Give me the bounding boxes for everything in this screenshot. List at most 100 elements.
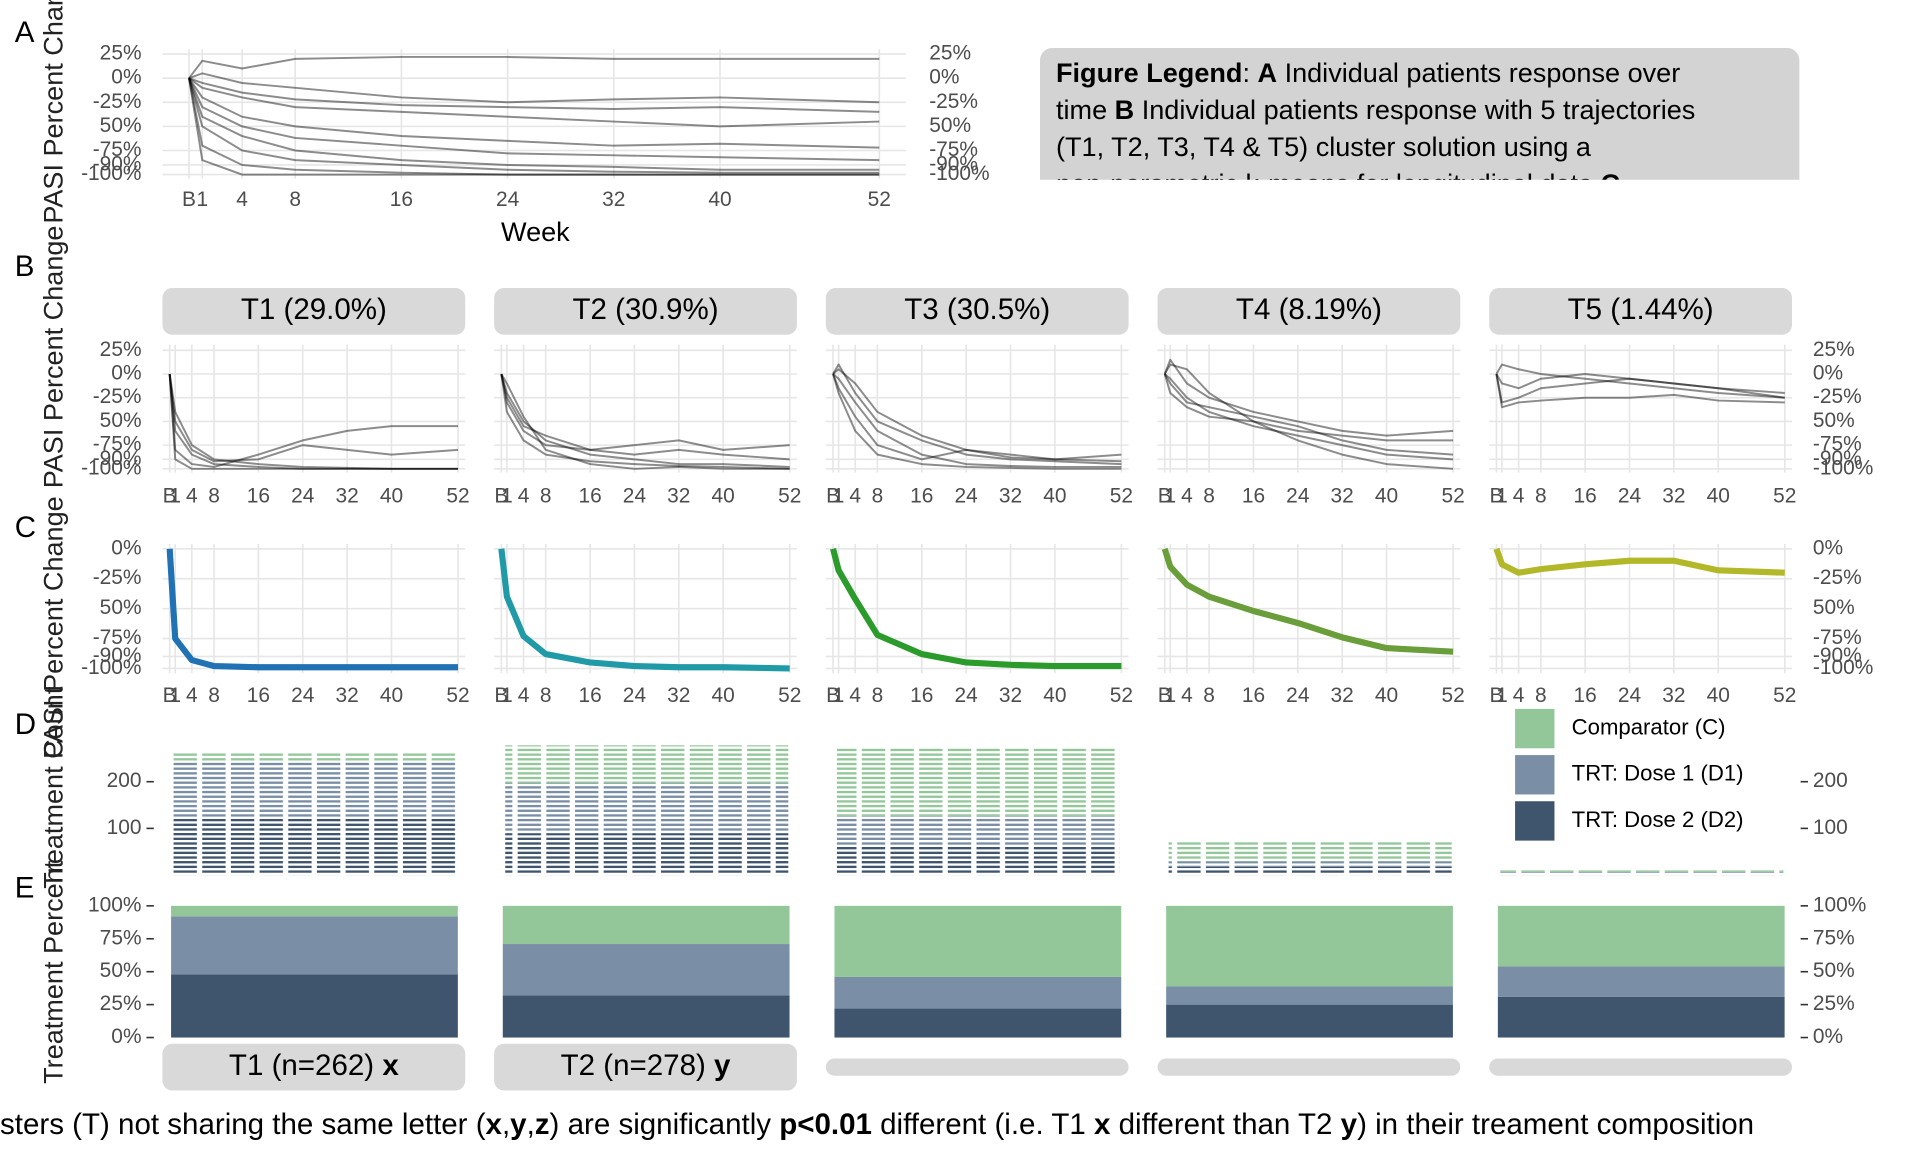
x-tick-label: 24 [623, 485, 647, 508]
x-tick-label: 8 [1535, 684, 1547, 707]
text-part: Individual patients response over [1277, 57, 1680, 88]
x-tick-label: B [494, 684, 508, 707]
patient-line [832, 363, 1122, 466]
strip-label: T2 (n=278) y [561, 1049, 731, 1082]
patient-line [500, 373, 790, 470]
y-tick-label-right: 50% [1813, 959, 1855, 982]
mean-trajectory [166, 548, 459, 671]
x-tick-label: 40 [380, 485, 403, 508]
x-tick-label: B [163, 684, 177, 707]
mean-trajectory [830, 548, 1122, 670]
bar-segment [505, 783, 789, 834]
rich-text: (T1, T2, T3, T4 & T5) cluster solution u… [1056, 131, 1592, 162]
bar-segment [502, 905, 790, 945]
x-tick-label: B [1489, 684, 1503, 707]
y-tick-label: 200 [107, 769, 142, 792]
x-tick-label: B [1489, 485, 1503, 508]
x-tick-label: 1 [169, 485, 181, 508]
y-tick-label: 75% [100, 926, 142, 949]
y-tick-label-right: -75% [1813, 433, 1862, 456]
x-tick-label: 16 [578, 684, 601, 707]
y-tick-label: 0% [111, 66, 141, 89]
x-tick-label: 24 [291, 684, 315, 707]
text-part: z [535, 1108, 550, 1141]
x-tick-label: 32 [1662, 485, 1685, 508]
patient-line [1163, 363, 1454, 470]
patient-line [168, 373, 459, 468]
y-tick-label: -75% [93, 626, 142, 649]
y-tick-label: -90% [93, 152, 142, 175]
strip-clipped [825, 1058, 1129, 1076]
bar-segment [171, 916, 458, 975]
x-tick-label: B [826, 684, 840, 707]
x-tick-label: 24 [955, 485, 979, 508]
x-tick-label: 16 [1242, 684, 1265, 707]
text-part: Individual patients response with 5 traj… [1134, 94, 1695, 125]
y-tick-label-right: 0% [1813, 1025, 1843, 1048]
x-tick-label: 8 [872, 485, 884, 508]
y-tick-label: 0% [111, 1025, 141, 1048]
x-tick-label: 32 [1331, 684, 1354, 707]
bar-segment [836, 746, 1120, 816]
y-axis-title: PASI Percent Change [38, 0, 69, 224]
patient-line [168, 373, 459, 470]
y-tick-label-right: -100% [1813, 656, 1873, 679]
x-tick-label: B [1158, 684, 1172, 707]
panel-label: E [15, 872, 35, 905]
patient-line [188, 77, 880, 171]
strip [494, 288, 797, 335]
y-tick-label-right: -90% [1813, 447, 1862, 470]
y-axis-title: Treatment Percent [38, 860, 69, 1084]
strip-letter: y [714, 1049, 731, 1082]
x-tick-label: 52 [1441, 684, 1464, 707]
x-tick-label: 1 [1164, 684, 1176, 707]
mean-trajectory [1161, 547, 1454, 655]
y-tick-label-right: -90% [929, 152, 978, 175]
x-tick-label: 24 [955, 684, 979, 707]
panel-label: D [15, 708, 36, 741]
legend-swatch [1515, 755, 1555, 795]
patient-line [1163, 373, 1454, 456]
bar-segment [173, 752, 457, 763]
x-tick-label: 1 [1496, 684, 1508, 707]
y-tick-label: -100% [81, 162, 141, 185]
x-tick-label: 16 [1574, 684, 1597, 707]
bar-segment [171, 905, 458, 917]
strip-label: T2 (30.9%) [573, 293, 719, 326]
x-tick-label: 24 [623, 684, 647, 707]
x-tick-label: 52 [1441, 485, 1464, 508]
x-tick-label: 8 [208, 485, 220, 508]
patient-line [500, 373, 790, 468]
y-tick-label: -90% [93, 644, 142, 667]
x-tick-label: 1 [501, 684, 513, 707]
legend-swatch [1515, 801, 1555, 841]
y-tick-label-right: 50% [929, 114, 971, 137]
y-tick-label-right: -100% [929, 162, 989, 185]
panel-label: C [15, 511, 36, 544]
bar-segment [1166, 1004, 1453, 1038]
rich-text: time B Individual patients response with… [1056, 94, 1695, 125]
patient-line [188, 77, 880, 162]
bar-segment [502, 944, 790, 996]
bar-segment [502, 995, 790, 1038]
x-axis-title: Week [501, 216, 570, 247]
x-tick-label: 40 [380, 684, 403, 707]
x-tick-label: 52 [868, 188, 891, 211]
text-part: p<0.01 [779, 1108, 872, 1141]
x-tick-label: 4 [236, 188, 248, 211]
strip [162, 1043, 466, 1091]
text-part: Figure Legend [1056, 57, 1242, 88]
mean-trajectory [1493, 547, 1785, 576]
patient-line [832, 368, 1122, 463]
patient-line [188, 77, 880, 113]
x-tick-label: 8 [540, 684, 552, 707]
patient-line [188, 55, 880, 79]
strip-label: T3 (30.5%) [904, 293, 1050, 326]
y-tick-label-right: 100% [1813, 893, 1866, 916]
x-tick-label: 40 [708, 188, 731, 211]
patient-line [832, 373, 1122, 470]
y-tick-label: -90% [93, 447, 142, 470]
bar-segment [834, 905, 1122, 977]
y-tick-label: 0% [111, 536, 141, 559]
strip-space [706, 1049, 714, 1082]
